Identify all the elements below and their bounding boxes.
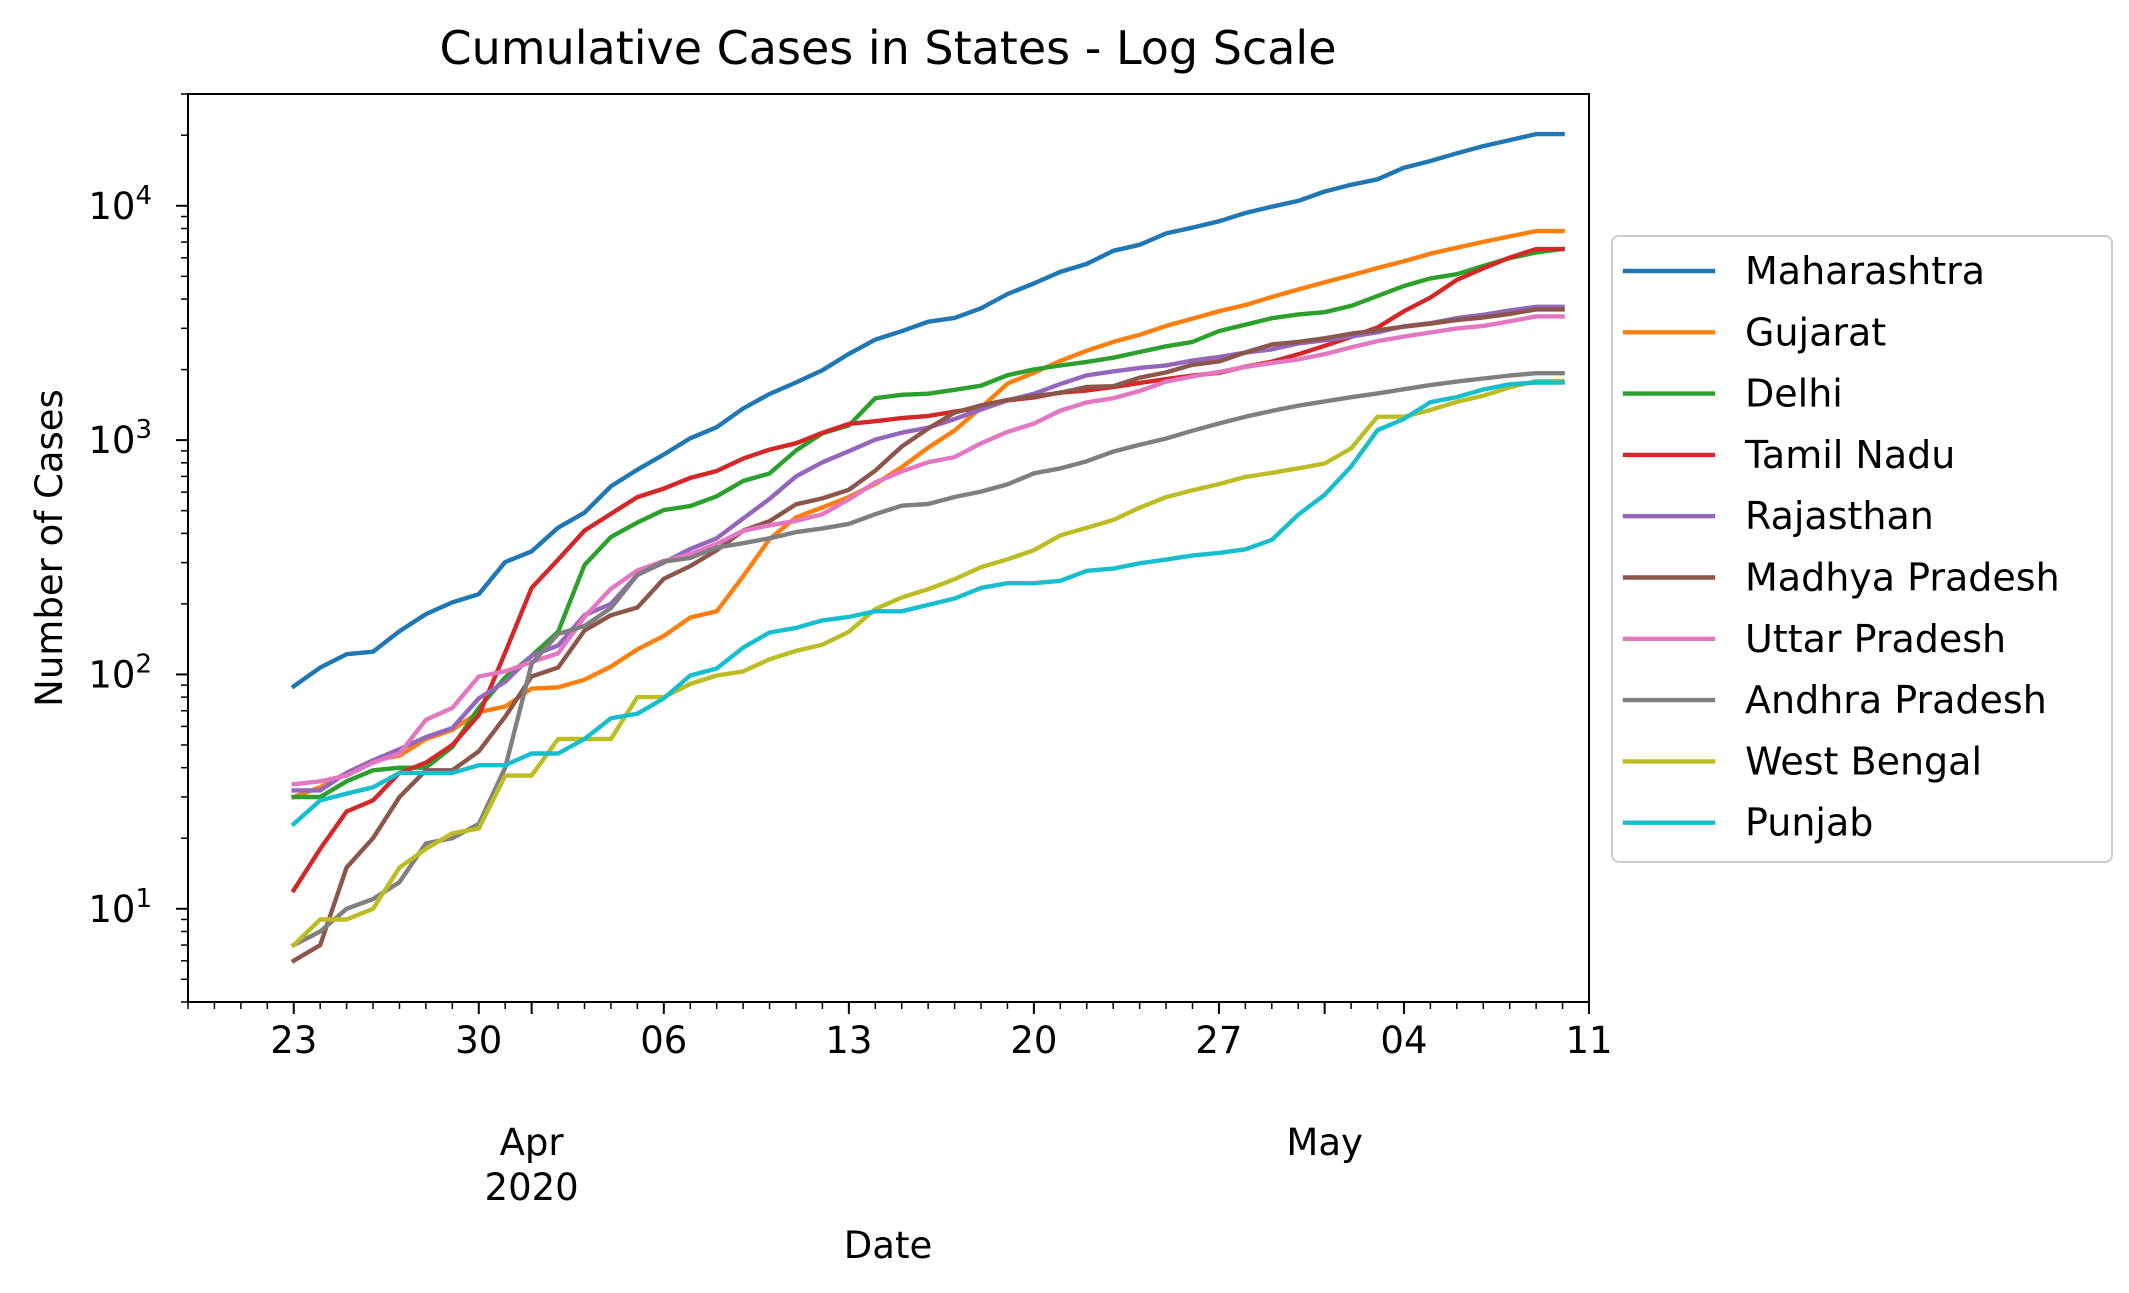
x-axis-label: Date <box>844 1224 932 1267</box>
series-line-7 <box>290 371 1565 949</box>
y-axis-label: Number of Cases <box>28 389 71 707</box>
legend-box <box>1611 235 2113 863</box>
x-tick-label-6: 04 <box>1380 1019 1427 1062</box>
legend-entry-5: Madhya Pradesh <box>1745 556 2060 600</box>
y-tick-label-0: 101 <box>88 884 152 931</box>
series-line-2 <box>291 246 1566 800</box>
x-tick-label-5: 27 <box>1195 1019 1242 1062</box>
x-tick-label-1: 30 <box>455 1019 502 1062</box>
series-lines <box>290 131 1566 964</box>
legend-entry-3: Tamil Nadu <box>1744 433 1955 477</box>
y-tick-label-2: 103 <box>88 415 152 462</box>
legend-entry-8: West Bengal <box>1745 739 1982 783</box>
legend: Maharashtra Gujarat Delhi Tamil Nadu Rajasth… <box>1611 235 2113 863</box>
series-line-6 <box>291 314 1565 787</box>
x-tick-label-7: 11 <box>1565 1019 1612 1062</box>
series-line-5 <box>290 307 1565 964</box>
series-line-8 <box>290 378 1565 949</box>
series-line-1 <box>290 228 1565 800</box>
series-line-9 <box>290 380 1565 828</box>
y-tick-label-1: 102 <box>88 649 152 696</box>
x-tick-label-2: 06 <box>640 1019 687 1062</box>
plot-frame <box>187 93 1590 1003</box>
y-tick-label-3: 104 <box>88 181 152 228</box>
x-month-label-1: May <box>1286 1121 1363 1164</box>
chart-title: Cumulative Cases in States - Log Scale <box>440 21 1337 75</box>
x-tick-label-0: 23 <box>270 1019 317 1062</box>
legend-entry-9: Punjab <box>1745 801 1873 845</box>
series-line-3 <box>290 246 1565 894</box>
x-tick-label-3: 13 <box>825 1019 872 1062</box>
legend-entry-7: Andhra Pradesh <box>1745 678 2047 722</box>
x-month-label-0: Apr <box>500 1121 565 1164</box>
legend-entry-2: Delhi <box>1745 372 1843 416</box>
legend-entry-4: Rajasthan <box>1745 494 1934 538</box>
series-line-0 <box>290 131 1565 690</box>
legend-entry-6: Uttar Pradesh <box>1745 617 2006 661</box>
legend-entry-1: Gujarat <box>1745 310 1886 354</box>
x-tick-label-4: 20 <box>1010 1019 1057 1062</box>
legend-entry-0: Maharashtra <box>1745 249 1985 293</box>
x-year-label-0: 2020 <box>485 1166 579 1209</box>
series-line-4 <box>291 304 1565 793</box>
